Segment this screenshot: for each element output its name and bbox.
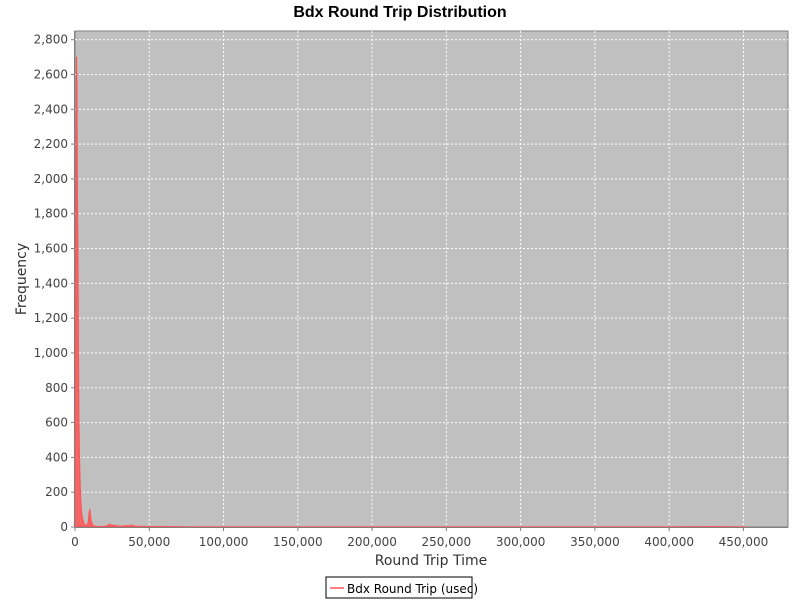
series-area <box>74 56 748 528</box>
x-tick-label: 50,000 <box>128 535 170 549</box>
y-tick-label: 2,400 <box>34 102 68 116</box>
y-tick-group: 0 200 400 600 800 1,000 1,200 1,400 1,600 1,800 2,… <box>34 33 75 534</box>
x-tick-label: 300,000 <box>496 535 546 549</box>
y-tick-label: 1,000 <box>34 346 68 360</box>
x-tick-group: 0 50,000 100,000 150,000 200,000 250,000 300,0… <box>71 527 768 549</box>
x-tick-label: 100,000 <box>199 535 249 549</box>
y-tick-label: 400 <box>45 450 68 464</box>
y-tick-label: 2,200 <box>34 137 68 151</box>
y-tick-label: 800 <box>45 381 68 395</box>
plot-area <box>74 30 789 528</box>
series-layer <box>74 56 748 528</box>
x-tick-label: 450,000 <box>719 535 769 549</box>
grid-lines <box>75 31 788 527</box>
y-tick-label: 600 <box>45 416 68 430</box>
y-tick-label: 2,800 <box>34 33 68 47</box>
legend-entry-label: Bdx Round Trip (usec) <box>347 582 478 596</box>
y-tick-label: 2,600 <box>34 68 68 82</box>
x-tick-label: 400,000 <box>644 535 694 549</box>
y-tick-label: 1,400 <box>34 276 68 290</box>
y-tick-label: 2,000 <box>34 172 68 186</box>
y-tick-label: 200 <box>45 485 68 499</box>
x-tick-label: 250,000 <box>422 535 472 549</box>
x-axis-label: Round Trip Time <box>375 553 488 569</box>
legend: Bdx Round Trip (usec) <box>325 576 478 599</box>
y-axis-label: Frequency <box>14 243 30 315</box>
legend-box <box>325 576 473 599</box>
y-tick-label: 0 <box>60 520 68 534</box>
x-tick-label: 350,000 <box>570 535 620 549</box>
y-tick-label: 1,600 <box>34 242 68 256</box>
x-tick-label: 200,000 <box>347 535 397 549</box>
x-tick-label: 150,000 <box>273 535 323 549</box>
y-tick-label: 1,200 <box>34 311 68 325</box>
x-tick-label: 0 <box>71 535 79 549</box>
chart-title: Bdx Round Trip Distribution <box>293 4 506 21</box>
y-tick-label: 1,800 <box>34 207 68 221</box>
